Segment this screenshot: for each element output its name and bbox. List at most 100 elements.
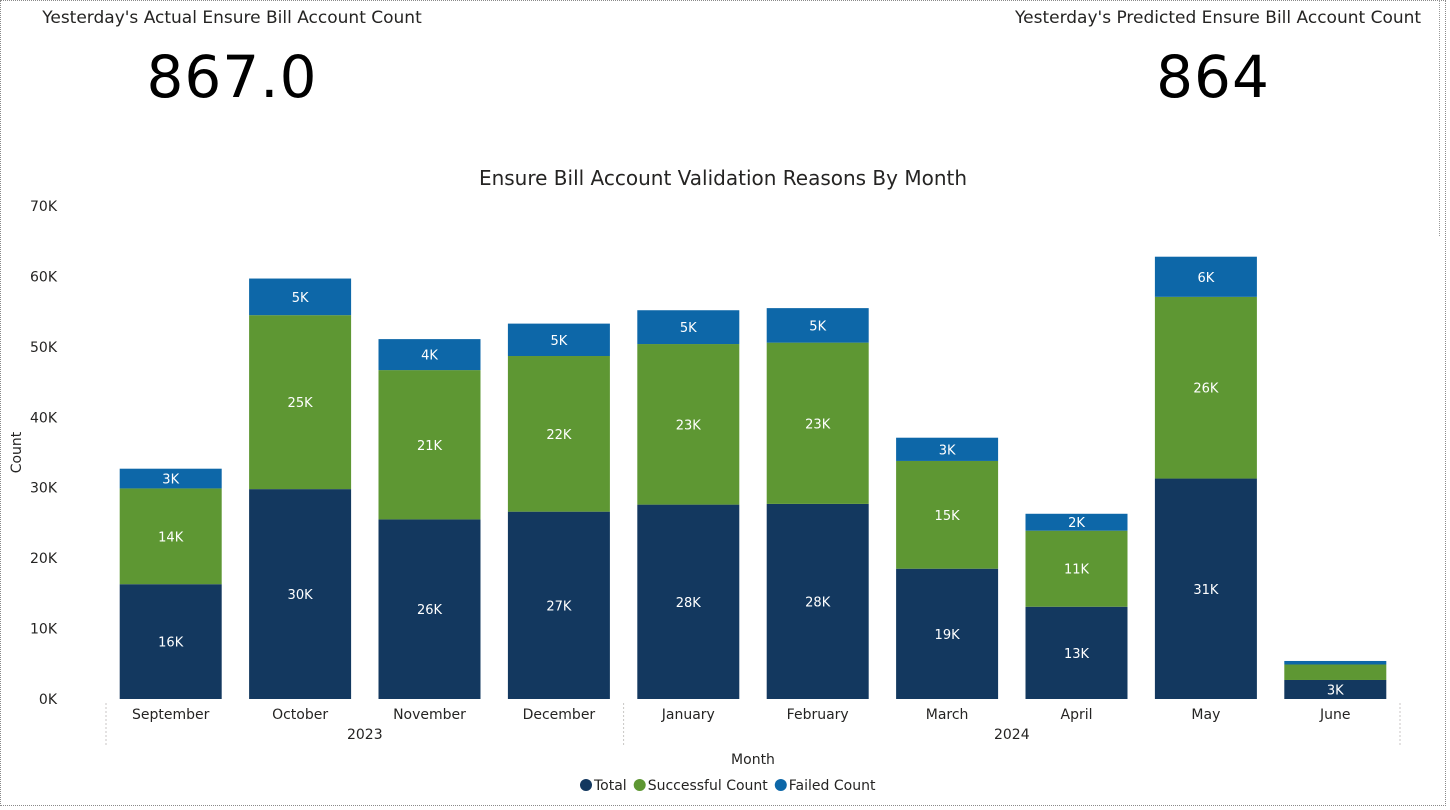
y-tick-label: 20K — [30, 551, 58, 567]
data-label: 23K — [805, 417, 831, 432]
x-tick-label: December — [523, 707, 596, 723]
y-axis-label: Count — [9, 431, 25, 473]
data-label: 26K — [1193, 382, 1219, 397]
bar-total-february[interactable] — [766, 503, 869, 699]
bar-successful-june[interactable] — [1284, 664, 1387, 680]
stacked-column-chart[interactable]: Ensure Bill Account Validation Reasons B… — [0, 150, 1440, 805]
y-axis: 0K 10K 20K 30K 40K 50K 60K 70K — [30, 199, 58, 708]
data-label: 15K — [935, 509, 961, 524]
predicted-count-card[interactable]: Yesterday's Predicted Ensure Bill Accoun… — [1015, 8, 1422, 112]
predicted-count-label: Yesterday's Predicted Ensure Bill Accoun… — [1015, 8, 1422, 28]
bar-successful-november[interactable] — [378, 370, 481, 520]
bar-failed-january[interactable] — [637, 310, 740, 345]
x-tick-label: February — [787, 707, 849, 723]
bar-successful-december[interactable] — [507, 356, 610, 512]
y-tick-label: 30K — [30, 481, 58, 497]
legend-label: Successful Count — [648, 778, 769, 794]
data-label: 4K — [421, 349, 438, 364]
data-label: 27K — [546, 599, 572, 614]
bar-successful-september[interactable] — [119, 488, 222, 585]
predicted-count-value: 864 — [1156, 43, 1270, 111]
data-label: 11K — [1064, 563, 1090, 578]
x-tick-label: March — [926, 707, 969, 723]
x-tick-label: September — [132, 707, 210, 723]
legend-marker-failed — [774, 779, 787, 791]
x-group-label: 2023 — [347, 727, 383, 743]
bar-successful-april[interactable] — [1025, 530, 1128, 607]
legend-marker-total — [580, 779, 592, 791]
x-axis-label: Month — [731, 752, 775, 768]
bar-total-march[interactable] — [896, 568, 999, 699]
bar-total-september[interactable] — [119, 584, 222, 699]
bar-failed-october[interactable] — [249, 278, 352, 316]
bar-total-june[interactable] — [1284, 679, 1387, 699]
y-tick-label: 60K — [30, 269, 58, 285]
x-tick-label: June — [1319, 707, 1351, 723]
y-tick-label: 50K — [30, 340, 58, 356]
x-tick-label: April — [1061, 707, 1093, 723]
bar-failed-december[interactable] — [507, 323, 610, 357]
x-tick-label: October — [272, 707, 328, 723]
data-label: 16K — [158, 636, 184, 651]
x-tick-label: November — [393, 707, 466, 723]
y-tick-label: 0K — [39, 692, 58, 708]
data-label: 25K — [288, 396, 314, 411]
data-label: 28K — [805, 595, 831, 610]
y-tick-label: 70K — [30, 199, 58, 215]
bar-failed-may[interactable] — [1154, 256, 1257, 297]
bar-successful-february[interactable] — [766, 342, 869, 504]
data-label: 5K — [680, 321, 697, 336]
bar-failed-november[interactable] — [378, 339, 481, 371]
actual-count-value: 867.0 — [146, 43, 318, 111]
bar-failed-june[interactable] — [1284, 660, 1387, 665]
bar-failed-april[interactable] — [1025, 513, 1128, 531]
legend-label: Failed Count — [789, 778, 876, 794]
bar-total-october[interactable] — [249, 489, 352, 699]
data-label: 19K — [935, 628, 961, 643]
bar-successful-october[interactable] — [249, 315, 352, 490]
chart-title: Ensure Bill Account Validation Reasons B… — [479, 166, 967, 190]
bar-failed-february[interactable] — [766, 308, 869, 343]
x-tick-label: May — [1191, 707, 1220, 723]
bar-successful-march[interactable] — [896, 460, 999, 569]
data-label: 2K — [1068, 516, 1085, 531]
x-tick-label: January — [661, 707, 715, 723]
data-label: 14K — [158, 530, 184, 545]
bar-failed-march[interactable] — [896, 437, 999, 461]
bar-failed-september[interactable] — [119, 468, 222, 489]
bar-total-april[interactable] — [1025, 606, 1128, 699]
data-label: 3K — [939, 443, 956, 458]
data-label: 26K — [417, 603, 443, 618]
data-label: 21K — [417, 439, 443, 454]
x-group-label: 2024 — [994, 727, 1030, 743]
data-label: 3K — [1327, 683, 1344, 698]
legend: Total Successful Count Failed Count — [580, 778, 876, 794]
visual-border — [1439, 0, 1440, 236]
bars: 16K 14K 3K 30K 25K 5K 26K 21K 4K 27K 22K 5K 28K 23K 5K… — [119, 256, 1387, 699]
data-label: 28K — [676, 596, 702, 611]
bar-total-december[interactable] — [507, 511, 610, 699]
data-label: 13K — [1064, 647, 1090, 662]
x-axis: September October November December January F… — [105, 703, 1401, 746]
data-label: 6K — [1198, 271, 1215, 286]
actual-count-label: Yesterday's Actual Ensure Bill Account C… — [42, 8, 422, 28]
data-label: 23K — [676, 418, 702, 433]
data-label: 5K — [809, 319, 826, 334]
data-label: 5K — [551, 334, 568, 349]
actual-count-card[interactable]: Yesterday's Actual Ensure Bill Account C… — [40, 8, 424, 112]
bar-total-january[interactable] — [637, 504, 740, 699]
data-label: 5K — [292, 291, 309, 306]
bar-total-may[interactable] — [1154, 478, 1257, 699]
bar-successful-may[interactable] — [1154, 296, 1257, 479]
data-label: 30K — [288, 588, 314, 603]
data-label: 3K — [162, 473, 179, 488]
legend-label: Total — [593, 778, 627, 794]
bar-total-november[interactable] — [378, 519, 481, 699]
y-tick-label: 10K — [30, 622, 58, 638]
data-label: 22K — [546, 428, 572, 443]
legend-marker-successful — [633, 779, 646, 791]
data-label: 31K — [1193, 583, 1219, 598]
y-tick-label: 40K — [30, 410, 58, 426]
bar-successful-january[interactable] — [637, 344, 740, 505]
